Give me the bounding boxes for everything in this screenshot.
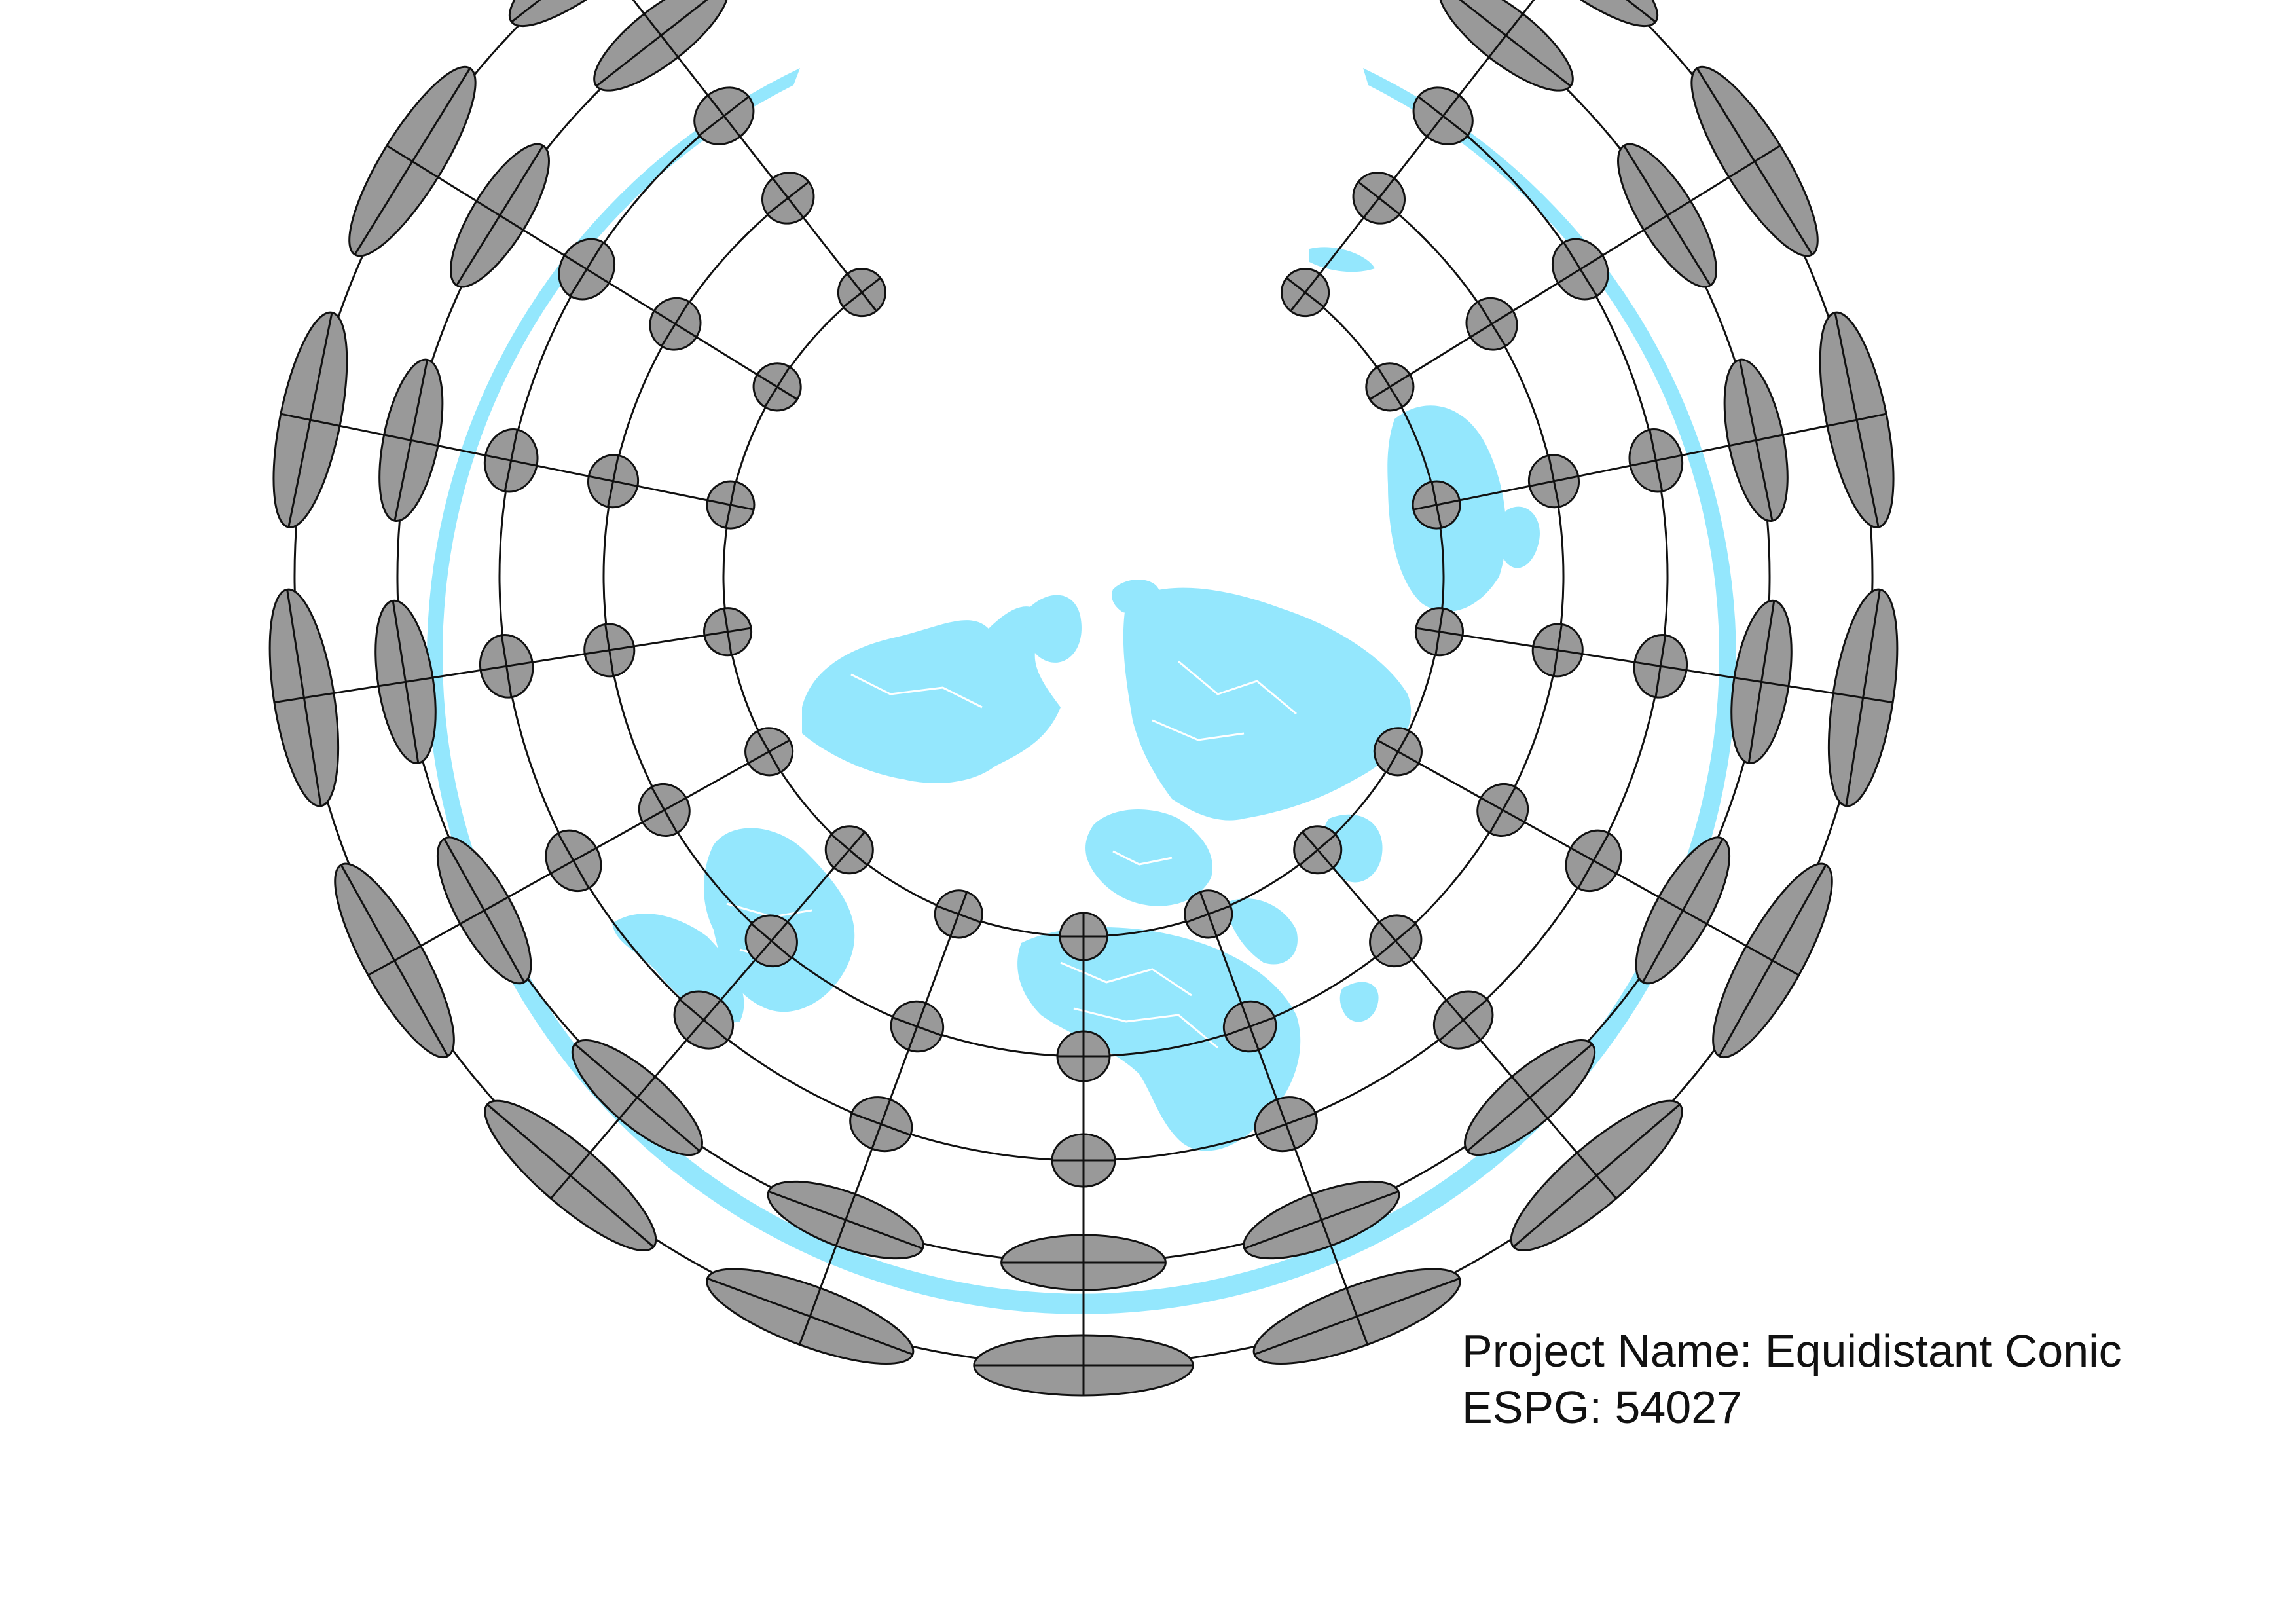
tissot-ellipse [1723, 358, 1789, 523]
tissot-ellipse [272, 311, 348, 528]
tissot-ellipse [374, 599, 437, 764]
tissot-ellipse [593, 0, 729, 92]
tissot-ellipse [1819, 311, 1895, 528]
tissot-ellipse [849, 1096, 913, 1153]
tissot-ellipse [1476, 783, 1529, 837]
tissot-ellipse [484, 1099, 657, 1252]
tissot-ellipse [1565, 829, 1622, 893]
tissot-ellipse [558, 238, 616, 301]
tissot-ellipse [1633, 634, 1688, 699]
land-masses [612, 247, 1540, 1151]
tissot-ellipse [1184, 889, 1233, 939]
tissot-ellipse [744, 914, 798, 968]
tissot-ellipse [1617, 143, 1717, 288]
land-north-america [802, 606, 1061, 783]
tissot-ellipse [583, 623, 636, 678]
tissot-ellipse [693, 86, 755, 145]
tissot-ellipse [1000, 1234, 1167, 1291]
tissot-ellipse [1222, 1000, 1277, 1053]
land-europe [1085, 809, 1212, 906]
tissot-ellipse [1464, 1039, 1596, 1156]
tissot-ellipse [1051, 1133, 1116, 1188]
tissot-ellipse [761, 172, 815, 225]
project-name-label: Project Name: Equidistant Conic [1462, 1325, 2122, 1376]
tissot-ellipse [1712, 862, 1833, 1059]
tissot-ellipse [1438, 0, 1574, 92]
tissot-ellipse [703, 607, 753, 657]
tissot-ellipse [1352, 172, 1406, 225]
projection-caption: Project Name: Equidistant Conic ESPG: 54… [1462, 1323, 2122, 1435]
epsg-label: ESPG: 54027 [1462, 1382, 1743, 1433]
tissot-ellipse [1252, 1268, 1461, 1365]
tissot-ellipse [479, 634, 534, 699]
ocean-ring-shape [426, 68, 1736, 1314]
tissot-ellipse [508, 0, 687, 28]
tissot-ellipse [1243, 1180, 1400, 1260]
tissot-indicatrices [268, 0, 1899, 1397]
tissot-ellipse [436, 836, 532, 985]
tissot-ellipse [638, 783, 691, 837]
tissot-ellipse [1365, 362, 1415, 412]
tissot-ellipse [268, 588, 340, 807]
tissot-ellipse [1414, 607, 1464, 657]
tissot-ellipse [1527, 454, 1580, 509]
tissot-ellipse [1510, 1099, 1683, 1252]
tissot-ellipse [1827, 588, 1899, 807]
tissot-ellipse [1551, 238, 1609, 301]
tissot-ellipse [837, 268, 886, 318]
tissot-ellipse [824, 825, 874, 875]
tissot-ellipse [973, 1334, 1194, 1397]
tissot-ellipse [1465, 297, 1518, 351]
land-iceland [1309, 247, 1375, 272]
land-japan [1499, 506, 1540, 568]
tissot-ellipse [1531, 623, 1584, 678]
tissot-ellipse [1480, 0, 1659, 28]
tissot-ellipse [1293, 825, 1343, 875]
tissot-ellipse [767, 1180, 924, 1260]
tissot-ellipse [1059, 912, 1108, 961]
tissot-ellipse [348, 65, 477, 257]
tissot-ellipse [934, 889, 983, 939]
land-australia [1339, 982, 1379, 1022]
tissot-ellipse [1635, 836, 1731, 985]
tissot-ellipse [450, 143, 550, 288]
tissot-ellipse [1690, 65, 1819, 257]
tissot-ellipse [334, 862, 455, 1059]
tissot-ellipse [706, 480, 756, 530]
tissot-ellipse [587, 454, 640, 509]
tissot-ellipse [649, 297, 702, 351]
tissot-ellipse [1412, 86, 1474, 145]
tissot-ellipse [378, 358, 444, 523]
tissot-ellipse [1369, 914, 1423, 968]
tissot-ellipse [1730, 599, 1793, 764]
tissot-ellipse [1373, 727, 1423, 777]
land-africa [1017, 927, 1301, 1151]
tissot-ellipse [1056, 1030, 1111, 1082]
tissot-ellipse [706, 1268, 915, 1365]
land-asia [1123, 587, 1412, 821]
land-greenland [1025, 595, 1082, 663]
land-arabia [1224, 898, 1298, 965]
tissot-ellipse [744, 727, 794, 777]
tissot-ellipse [1281, 268, 1330, 318]
tissot-ellipse [545, 829, 602, 893]
tissot-ellipse [752, 362, 802, 412]
tissot-ellipse [890, 1000, 945, 1053]
tissot-ellipse [673, 990, 735, 1050]
tissot-ellipse [1432, 990, 1494, 1050]
tissot-ellipse [571, 1039, 703, 1156]
tissot-ellipse [1628, 428, 1684, 493]
tissot-ellipse [1254, 1096, 1318, 1153]
land-arctic-islands [1112, 580, 1159, 614]
tissot-ellipse [1412, 480, 1461, 530]
tissot-ellipse [483, 428, 539, 493]
ocean-ring [426, 68, 1736, 1314]
